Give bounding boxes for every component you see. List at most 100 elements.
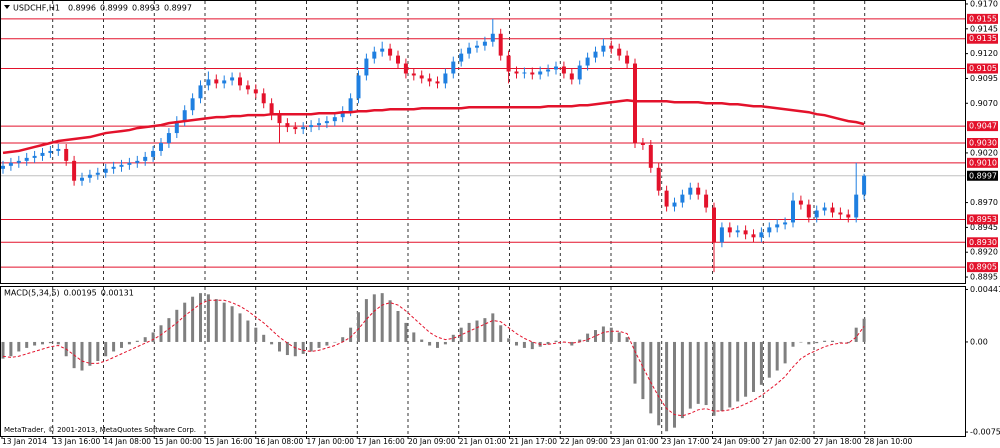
macd-bar	[783, 341, 787, 364]
macd-bar	[673, 341, 676, 428]
macd-bar	[349, 327, 353, 342]
macd-bar	[151, 332, 155, 342]
macd-bar	[475, 320, 479, 342]
macd-title: MACD(5,34,5)	[4, 289, 60, 298]
y-tick-label: 0.00441	[970, 285, 1000, 294]
macd-bar	[641, 341, 645, 400]
macd-bar	[112, 341, 116, 352]
candle-body	[830, 207, 835, 213]
candle-body	[759, 232, 764, 238]
macd-bar	[736, 341, 740, 402]
macd-bar	[744, 341, 748, 397]
x-tick-label: 28 Jan 10:00	[865, 437, 913, 446]
macd-bar	[633, 341, 637, 384]
candle-body	[340, 111, 345, 118]
macd-bar	[807, 341, 811, 345]
macd-bar	[388, 300, 392, 342]
candle-body	[103, 168, 108, 173]
header-price: 0.8999	[100, 4, 128, 13]
macd-bar	[278, 341, 281, 352]
y-tick-label: 0.8945	[970, 223, 998, 232]
level-label: 0.9030	[969, 138, 997, 147]
candle-body	[301, 127, 306, 130]
macd-bar	[491, 313, 495, 342]
candle-body	[743, 230, 748, 235]
candle-body	[569, 73, 574, 80]
macd-bar	[17, 341, 21, 352]
macd-bar	[191, 296, 195, 342]
candle-body	[451, 61, 456, 74]
candle-body	[372, 51, 377, 59]
candle-body	[174, 121, 179, 134]
candle-body	[222, 80, 227, 84]
candle-body	[317, 123, 321, 126]
macd-bar	[127, 341, 131, 345]
y-tick-label: 0.9095	[970, 74, 998, 83]
candle-body	[814, 210, 819, 218]
y-tick-label: -0.00757	[970, 428, 1000, 437]
candle-body	[1, 165, 5, 169]
level-tag	[967, 13, 998, 24]
candle-body	[285, 123, 290, 128]
macd-bar	[1, 341, 5, 359]
level-label: 0.9047	[969, 122, 997, 131]
candle-body	[585, 57, 590, 66]
candle-body	[119, 164, 124, 167]
main-panel-frame	[0, 0, 966, 284]
candle-body	[735, 230, 740, 233]
level-tag	[967, 157, 998, 168]
candle-body	[514, 71, 519, 74]
macd-bar	[25, 341, 29, 348]
macd-bar	[48, 341, 52, 344]
x-tick-label: 15 Jan 16:00	[205, 437, 253, 446]
macd-bar	[206, 294, 210, 342]
candle-body	[475, 45, 479, 48]
level-tag	[967, 121, 998, 132]
header-price: 0.8997	[164, 4, 192, 13]
macd-bar	[443, 341, 447, 345]
macd-bar	[104, 341, 108, 357]
candle-body	[72, 160, 77, 181]
candle-body	[269, 103, 274, 116]
macd-bar	[799, 341, 803, 343]
macd-bar	[862, 318, 866, 342]
x-tick-label: 21 Jan 01:00	[459, 437, 507, 446]
candle-body	[356, 75, 361, 99]
candle-body	[190, 98, 195, 111]
macd-bar	[230, 306, 234, 342]
candle-body	[388, 48, 393, 56]
candle-body	[64, 148, 69, 161]
macd-bar	[167, 318, 171, 342]
candle-body	[348, 98, 353, 112]
candle-body	[459, 53, 464, 62]
candle-body	[798, 200, 803, 205]
candle-body	[293, 127, 298, 130]
x-tick-label: 14 Jan 08:00	[104, 437, 152, 446]
level-label: 0.8953	[969, 215, 997, 224]
macd-bar	[554, 340, 558, 342]
candle-body	[435, 81, 440, 84]
level-label: 0.9155	[969, 14, 997, 23]
macd-bar	[499, 325, 503, 342]
candle-body	[396, 55, 400, 64]
candle-body	[577, 65, 582, 80]
macd-value: 0.00131	[101, 289, 134, 298]
macd-bar	[459, 327, 463, 342]
candle-body	[380, 48, 385, 52]
macd-bar	[815, 341, 819, 344]
macd-bar	[238, 313, 242, 342]
macd-bar	[609, 327, 613, 342]
x-tick-label: 21 Jan 17:00	[510, 437, 558, 446]
macd-bar	[617, 332, 621, 342]
candle-body	[672, 202, 677, 207]
candle-body	[696, 187, 701, 195]
x-tick-label: 20 Jan 09:00	[408, 437, 456, 446]
candle-body	[261, 93, 266, 104]
candle-body	[24, 157, 29, 161]
macd-panel-frame	[0, 286, 966, 437]
candle-body	[546, 69, 551, 72]
macd-bar	[9, 341, 13, 357]
candle-body	[48, 150, 53, 153]
candle-body	[159, 142, 163, 151]
